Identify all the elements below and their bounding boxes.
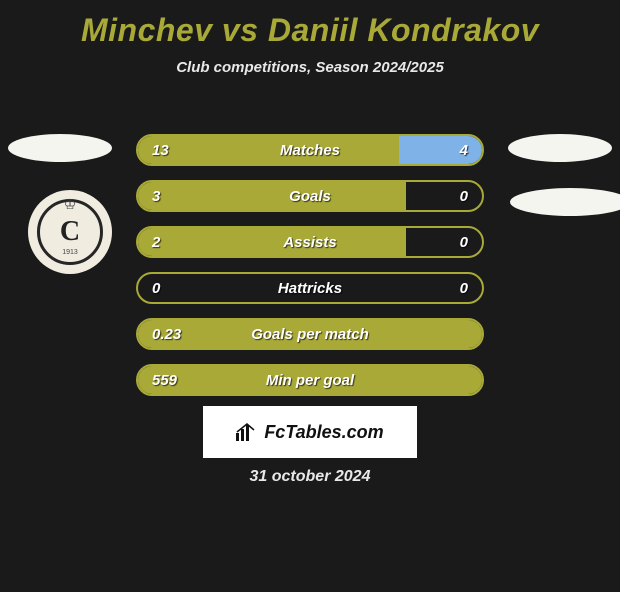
crest-letter: C xyxy=(60,216,80,248)
stat-label: Goals xyxy=(192,188,428,205)
decorative-blob xyxy=(8,134,112,162)
stat-value-right: 0 xyxy=(428,188,482,205)
stat-row: 3Goals0 xyxy=(136,180,484,212)
decorative-blob xyxy=(508,134,612,162)
stat-row: 559Min per goal xyxy=(136,364,484,396)
decorative-blob xyxy=(510,188,620,216)
stat-value-left: 2 xyxy=(138,234,192,251)
stat-row: 13Matches4 xyxy=(136,134,484,166)
stats-container: 13Matches43Goals02Assists00Hattricks00.2… xyxy=(136,134,484,410)
club-crest: ♔ C 1913 xyxy=(28,190,112,274)
watermark: FcTables.com xyxy=(203,406,417,458)
stat-label: Assists xyxy=(192,234,428,251)
stat-value-right: 0 xyxy=(428,280,482,297)
stat-label: Matches xyxy=(192,142,428,159)
stat-value-left: 13 xyxy=(138,142,192,159)
stat-label: Hattricks xyxy=(192,280,428,297)
stat-value-left: 0.23 xyxy=(138,326,192,343)
watermark-text: FcTables.com xyxy=(264,422,383,443)
stat-label: Min per goal xyxy=(192,372,428,389)
stat-row: 2Assists0 xyxy=(136,226,484,258)
crest-year: 1913 xyxy=(62,249,78,256)
stat-value-left: 3 xyxy=(138,188,192,205)
stat-label: Goals per match xyxy=(192,326,428,343)
crest-crown-icon: ♔ xyxy=(64,196,77,213)
stat-value-right: 0 xyxy=(428,234,482,251)
page-title: Minchev vs Daniil Kondrakov xyxy=(0,12,620,49)
date-label: 31 october 2024 xyxy=(0,468,620,486)
chart-icon xyxy=(236,423,258,441)
stat-value-right: 4 xyxy=(428,142,482,159)
stat-row: 0.23Goals per match xyxy=(136,318,484,350)
stat-row: 0Hattricks0 xyxy=(136,272,484,304)
stat-value-left: 559 xyxy=(138,372,192,389)
stat-value-left: 0 xyxy=(138,280,192,297)
subtitle: Club competitions, Season 2024/2025 xyxy=(0,59,620,76)
